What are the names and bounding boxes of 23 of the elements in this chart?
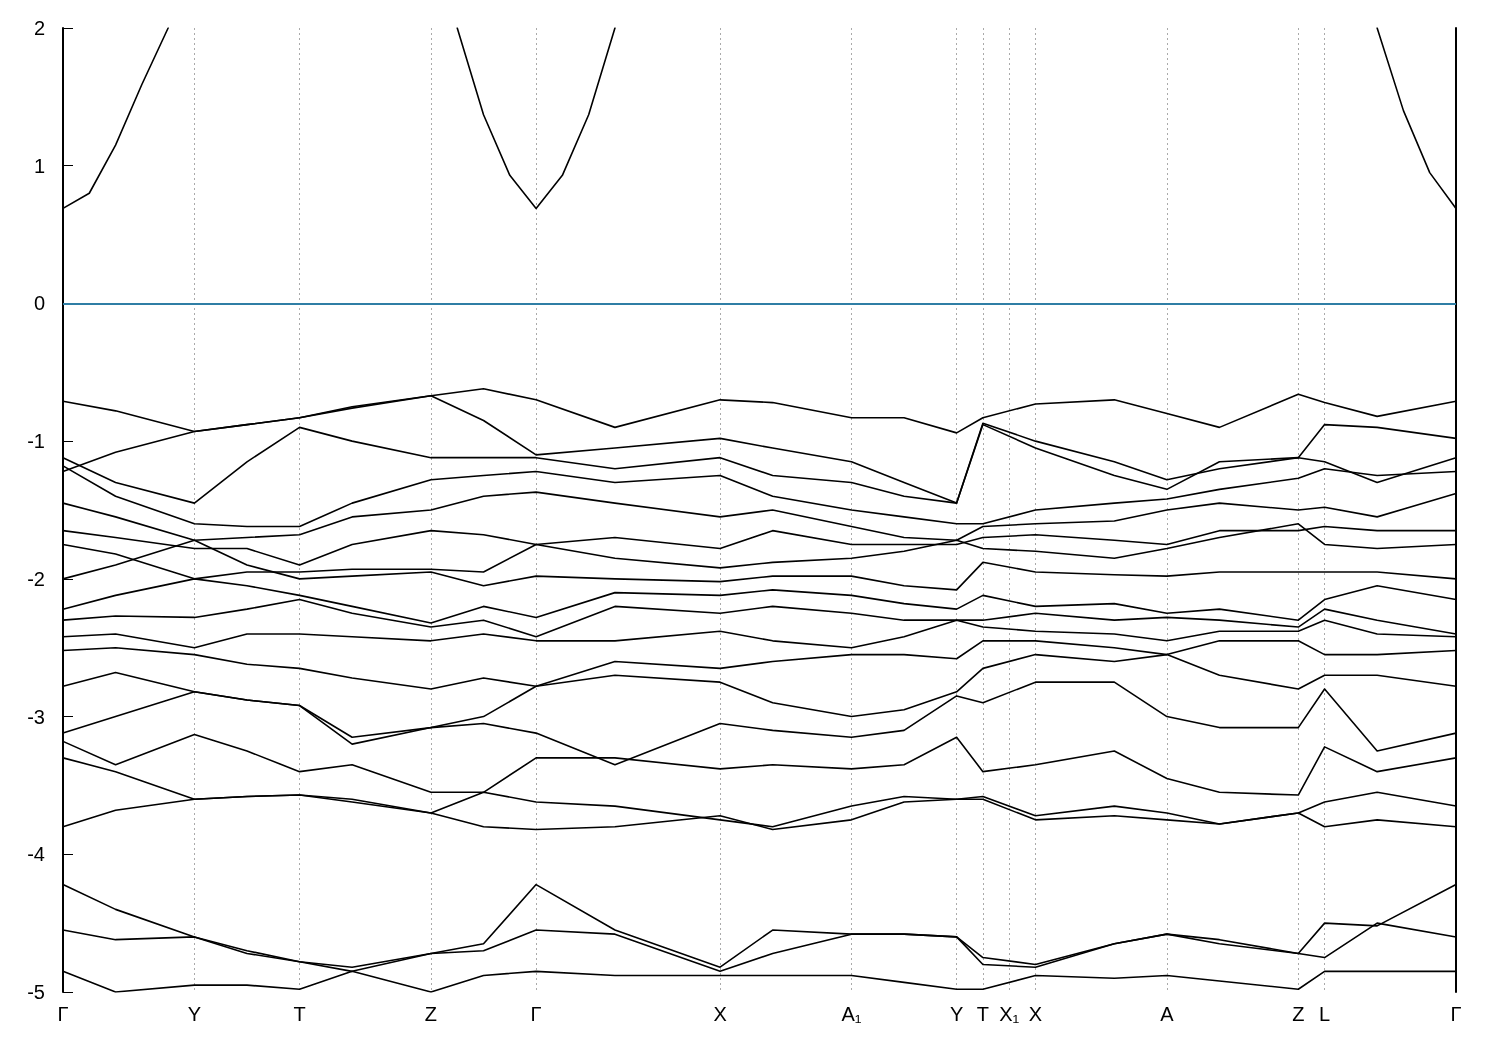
x-tick-label: T bbox=[293, 1003, 306, 1025]
y-tick-label: 1 bbox=[33, 154, 45, 177]
y-tick-label: -2 bbox=[27, 567, 45, 590]
x-tick-label: Z bbox=[424, 1003, 438, 1025]
x-tick-label: Y bbox=[949, 1003, 964, 1025]
x-tick-label: Γ bbox=[57, 1003, 69, 1025]
x-tick-label: X bbox=[713, 1003, 727, 1025]
y-tick-label: 2 bbox=[33, 17, 45, 39]
x-tick-label: Y bbox=[187, 1003, 202, 1025]
x-tick-label: X bbox=[1028, 1003, 1043, 1025]
x-tick-label: Γ bbox=[530, 1003, 542, 1025]
y-tick-label: -4 bbox=[27, 843, 45, 866]
x-tick-label: T bbox=[976, 1003, 990, 1025]
x-tick-label: A bbox=[1160, 1003, 1175, 1025]
x-tick-label: X₁ bbox=[999, 1003, 1020, 1025]
y-tick-label: -1 bbox=[27, 430, 45, 453]
y-tick-label: 0 bbox=[33, 292, 45, 315]
x-tick-label: Γ bbox=[1450, 1003, 1462, 1025]
y-tick-label: -3 bbox=[27, 705, 45, 728]
y-tick-label: -5 bbox=[27, 981, 45, 1003]
x-tick-label: Z bbox=[1292, 1003, 1305, 1025]
x-tick-label: A₁ bbox=[841, 1003, 862, 1025]
x-tick-label: L bbox=[1319, 1003, 1331, 1025]
